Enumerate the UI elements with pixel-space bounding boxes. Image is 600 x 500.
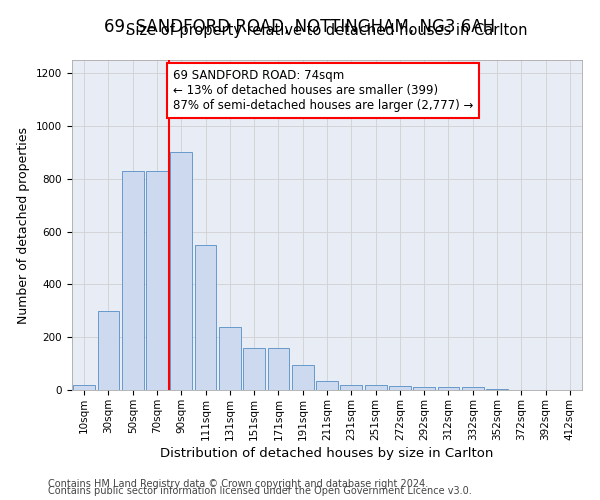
Bar <box>389 386 411 390</box>
Bar <box>73 384 95 390</box>
Bar <box>340 384 362 390</box>
Bar <box>268 348 289 390</box>
Bar <box>219 326 241 390</box>
Bar <box>413 388 435 390</box>
Text: 69, SANDFORD ROAD, NOTTINGHAM, NG3 6AH: 69, SANDFORD ROAD, NOTTINGHAM, NG3 6AH <box>104 18 496 36</box>
Bar <box>97 311 119 390</box>
Bar <box>462 388 484 390</box>
Bar <box>243 348 265 390</box>
Bar <box>194 245 217 390</box>
Bar <box>122 171 143 390</box>
Title: Size of property relative to detached houses in Carlton: Size of property relative to detached ho… <box>126 23 528 38</box>
Bar <box>365 384 386 390</box>
Bar <box>170 152 192 390</box>
Y-axis label: Number of detached properties: Number of detached properties <box>17 126 31 324</box>
Bar <box>146 171 168 390</box>
X-axis label: Distribution of detached houses by size in Carlton: Distribution of detached houses by size … <box>160 446 494 460</box>
Bar <box>292 365 314 390</box>
Text: Contains public sector information licensed under the Open Government Licence v3: Contains public sector information licen… <box>48 486 472 496</box>
Text: Contains HM Land Registry data © Crown copyright and database right 2024.: Contains HM Land Registry data © Crown c… <box>48 479 428 489</box>
Bar <box>486 388 508 390</box>
Text: 69 SANDFORD ROAD: 74sqm
← 13% of detached houses are smaller (399)
87% of semi-d: 69 SANDFORD ROAD: 74sqm ← 13% of detache… <box>173 69 473 112</box>
Bar <box>437 388 460 390</box>
Bar <box>316 381 338 390</box>
